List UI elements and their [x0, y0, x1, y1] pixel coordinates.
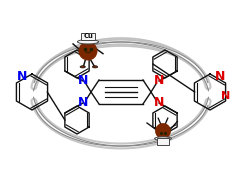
- Ellipse shape: [80, 66, 85, 68]
- Circle shape: [156, 124, 170, 138]
- FancyBboxPatch shape: [157, 138, 169, 145]
- Circle shape: [79, 42, 97, 60]
- Text: N: N: [78, 97, 88, 109]
- Ellipse shape: [77, 40, 98, 44]
- Text: N: N: [78, 74, 88, 88]
- Text: N: N: [221, 91, 230, 101]
- FancyBboxPatch shape: [81, 33, 95, 40]
- Text: N: N: [17, 70, 27, 83]
- Ellipse shape: [155, 137, 171, 140]
- Text: N: N: [215, 70, 225, 83]
- Text: N: N: [154, 74, 164, 88]
- Text: Cu: Cu: [83, 33, 93, 40]
- Text: N: N: [154, 97, 164, 109]
- Ellipse shape: [92, 66, 98, 68]
